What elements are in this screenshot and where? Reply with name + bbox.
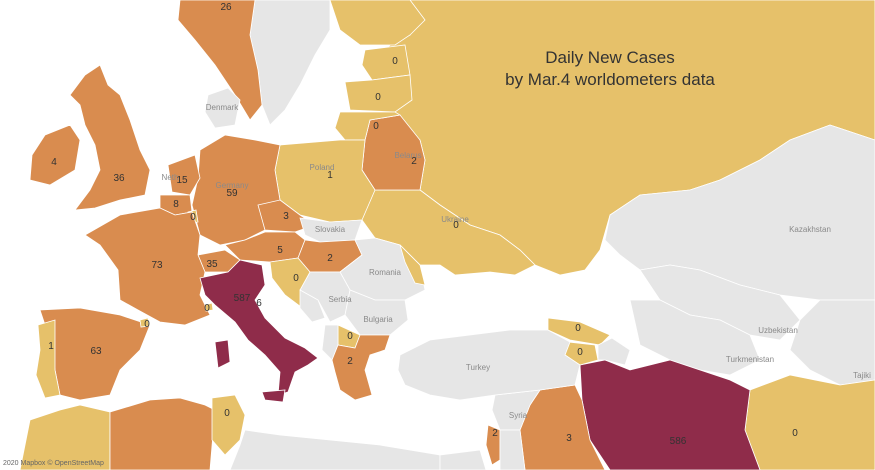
region-bulgaria[interactable] — [344, 289, 409, 336]
region-israel[interactable] — [485, 424, 501, 466]
region-uk[interactable] — [69, 64, 151, 211]
cases-label-belgium: 8 — [173, 199, 179, 210]
cases-label-north-macedonia: 0 — [347, 331, 353, 342]
country-label-syria: Syria — [509, 411, 528, 420]
cases-label-san-marino: 6 — [256, 298, 262, 309]
country-label-kazakhstan: Kazakhstan — [789, 225, 831, 234]
cases-label-belarus: 2 — [411, 156, 417, 167]
cases-label-greece: 2 — [347, 356, 353, 367]
cases-label-latvia: 0 — [375, 92, 381, 103]
region-monaco[interactable] — [204, 302, 214, 312]
cases-label-norway: 26 — [220, 2, 232, 13]
country-label-belarus: Belarus — [394, 151, 421, 160]
country-label-romania: Romania — [369, 268, 402, 277]
cases-label-poland: 1 — [327, 170, 333, 181]
cases-label-iraq: 3 — [566, 433, 572, 444]
country-label-netherlands: Neth — [162, 173, 179, 182]
region-france[interactable] — [84, 207, 211, 326]
region-turkmenistan[interactable] — [629, 299, 761, 376]
cases-label-italy: 587 — [234, 293, 251, 304]
cases-label-monaco: 0 — [204, 303, 210, 314]
country-label-ukraine: Ukraine — [441, 215, 469, 224]
region-egypt[interactable] — [439, 449, 487, 470]
country-label-denmark: Denmark — [206, 103, 239, 112]
cases-label-germany: 59 — [226, 188, 238, 199]
region-sicily[interactable] — [261, 389, 286, 403]
map-title-line1: Daily New Cases — [545, 48, 674, 67]
region-finland[interactable] — [329, 0, 426, 46]
cases-label-ireland: 4 — [51, 157, 57, 168]
cases-label-israel: 2 — [492, 428, 498, 439]
region-jordan[interactable] — [499, 429, 526, 470]
cases-label-tunisia: 0 — [224, 408, 230, 419]
region-norway[interactable] — [177, 0, 263, 121]
region-netherlands[interactable] — [167, 154, 201, 196]
cases-label-lithuania: 0 — [373, 121, 379, 132]
country-label-serbia: Serbia — [328, 295, 352, 304]
cases-label-uk: 36 — [113, 173, 125, 184]
country-label-uzbekistan: Uzbekistan — [758, 326, 798, 335]
region-greece[interactable] — [331, 334, 391, 401]
cases-label-portugal: 1 — [48, 341, 54, 352]
cases-label-luxembourg: 0 — [190, 212, 196, 223]
map-attribution[interactable]: 2020 Mapbox © OpenStreetMap — [3, 459, 104, 467]
cases-label-armenia: 0 — [577, 347, 583, 358]
country-label-tajikistan: Tajiki — [853, 371, 871, 380]
country-label-poland: Poland — [310, 163, 335, 172]
cases-label-croatia: 0 — [293, 273, 299, 284]
country-label-germany: Germany — [216, 181, 249, 190]
cases-label-france: 73 — [151, 260, 163, 271]
cases-label-estonia: 0 — [392, 56, 398, 67]
cases-label-austria: 5 — [277, 245, 283, 256]
region-latvia[interactable] — [344, 74, 413, 113]
cases-label-andorra: 0 — [144, 319, 150, 330]
country-label-slovakia: Slovakia — [315, 225, 346, 234]
region-azerbaijan[interactable] — [597, 337, 631, 366]
cases-label-switzerland: 35 — [206, 259, 218, 270]
cases-label-iran: 586 — [670, 436, 687, 447]
region-estonia[interactable] — [361, 44, 411, 81]
country-label-bulgaria: Bulgaria — [363, 315, 393, 324]
region-moldova[interactable] — [399, 244, 426, 286]
map-title-line2: by Mar.4 worldometers data — [505, 70, 715, 89]
region-sardinia[interactable] — [214, 339, 231, 369]
region-bosnia[interactable] — [299, 289, 326, 323]
region-tunisia[interactable] — [211, 394, 246, 456]
cases-label-spain: 63 — [90, 346, 102, 357]
region-ireland[interactable] — [29, 124, 81, 186]
cases-label-ukraine: 0 — [453, 220, 459, 231]
country-label-turkey: Turkey — [466, 363, 490, 372]
cases-label-hungary: 2 — [327, 253, 333, 264]
region-andorra[interactable] — [139, 317, 150, 328]
region-afghanistan[interactable] — [744, 374, 875, 470]
region-algeria[interactable] — [109, 397, 216, 470]
country-label-turkmenistan: Turkmenistan — [726, 355, 774, 364]
cases-label-netherlands: 15 — [176, 175, 188, 186]
region-lithuania[interactable] — [334, 111, 402, 141]
region-portugal[interactable] — [35, 319, 61, 399]
region-italy[interactable] — [199, 259, 319, 396]
cases-label-czechia: 3 — [283, 211, 289, 222]
region-denmark[interactable] — [204, 87, 241, 129]
black-sea — [420, 272, 548, 340]
cases-label-georgia: 0 — [575, 323, 581, 334]
cases-label-afghanistan: 0 — [792, 428, 798, 439]
